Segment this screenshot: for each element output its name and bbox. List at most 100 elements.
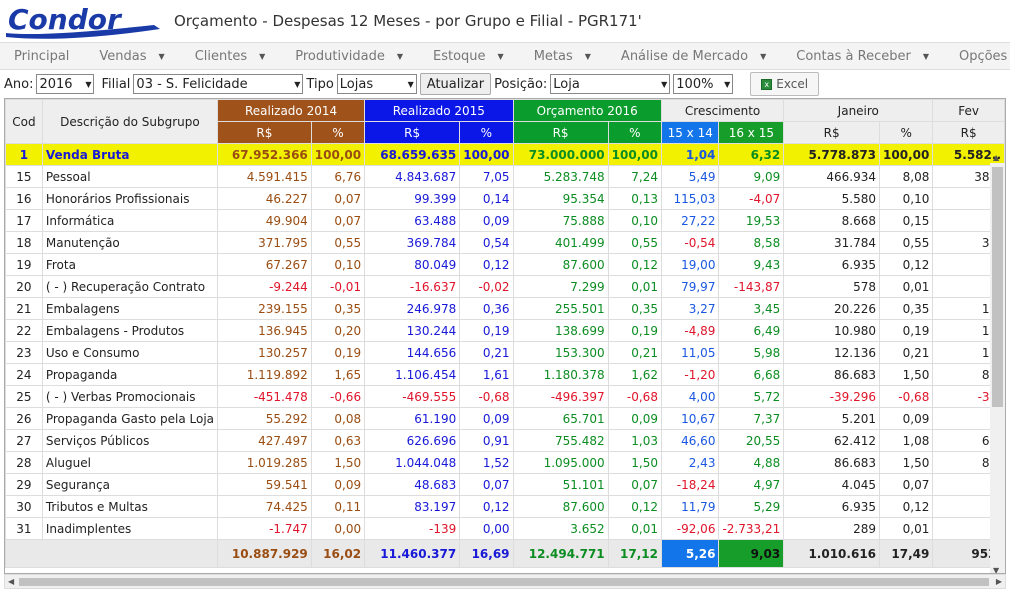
atualizar-button[interactable]: Atualizar <box>419 73 492 95</box>
col-header-pct[interactable]: % <box>607 121 662 144</box>
table-row[interactable]: 28 Aluguel 1.019.285 1,50 1.044.048 1,52 1.095… <box>5 451 1005 474</box>
col-header-rs[interactable]: R$ <box>364 121 461 144</box>
scroll-thumb[interactable] <box>992 167 1003 407</box>
cell-desc: Embalagens <box>41 297 219 320</box>
col-header-pct[interactable]: % <box>459 121 514 144</box>
zoom-select[interactable]: 100% ▼ <box>673 74 734 94</box>
cell-orc2016: 75.888 <box>512 209 609 232</box>
posicao-select[interactable]: Loja ▼ <box>550 74 671 94</box>
col-header-rs[interactable]: R$ <box>783 121 881 144</box>
col-header-orc2016[interactable]: Orçamento 2016 <box>512 99 662 122</box>
cell-orc2016: 255.501 <box>512 297 609 320</box>
nav-item-estoque[interactable]: Estoque ▼ <box>419 43 520 69</box>
table-row[interactable]: 24 Propaganda 1.119.892 1,65 1.106.454 1,61 1.… <box>5 363 1005 386</box>
scroll-thumb[interactable] <box>19 578 989 586</box>
cell-orc2016-pct: 0,09 <box>607 407 662 430</box>
col-header-real2014[interactable]: Realizado 2014 <box>216 99 366 122</box>
cell-orc2016-pct: 7,24 <box>607 165 662 188</box>
table-row[interactable]: 21 Embalagens 239.155 0,35 246.978 0,36 255.50… <box>5 297 1005 320</box>
main-nav: Principal Vendas ▼ Clientes ▼ Produtividade ▼ E… <box>0 42 1010 70</box>
cell-janeiro: 86.683 <box>783 451 881 474</box>
table-row[interactable]: 16 Honorários Profissionais 46.227 0,07 99.3… <box>5 187 1005 210</box>
cell-orc2016-pct: 0,21 <box>607 341 662 364</box>
cell-janeiro-pct: 0,10 <box>879 187 934 210</box>
total-row[interactable]: 1 Venda Bruta 67.952.366 100,00 68.659.635 10… <box>5 143 1005 166</box>
col-header-desc[interactable]: Descrição do Subgrupo <box>41 99 219 144</box>
cell-cod: 27 <box>5 429 43 452</box>
caret-down-icon: ▼ <box>497 51 504 61</box>
cell-cresc-15x14: 4,00 <box>660 385 720 408</box>
table-row[interactable]: 19 Frota 67.267 0,10 80.049 0,12 87.600 0,12 19,… <box>5 253 1005 276</box>
scroll-right-icon[interactable]: ▶ <box>995 577 1002 586</box>
table-row[interactable]: 31 Inadimplentes -1.747 0,00 -139 0,00 3.652 0,… <box>5 517 1005 540</box>
col-header-fevereiro[interactable]: Fev <box>932 99 1005 122</box>
svg-text:Condor: Condor <box>8 3 123 36</box>
nav-item-an-lise-de-mercado[interactable]: Análise de Mercado ▼ <box>607 43 782 69</box>
table-row[interactable]: 25( - ) Verbas Promocionais -451.478 -0,66… <box>5 385 1005 408</box>
col-header-rs[interactable]: R$ <box>217 121 312 144</box>
col-header-15x14[interactable]: 15 x 14 <box>660 121 720 144</box>
cell-real2015: -469.555 <box>364 385 461 408</box>
col-header-pct[interactable]: % <box>310 121 366 144</box>
table-row[interactable]: 23 Uso e Consumo 130.257 0,19 144.656 0,21 153… <box>5 341 1005 364</box>
footer-p15: 16,69 <box>459 539 514 568</box>
filial-select[interactable]: 03 - S. Felicidade ▼ <box>133 74 304 94</box>
table-row[interactable]: 30 Tributos e Multas 74.425 0,11 83.197 0,12 8… <box>5 495 1005 518</box>
col-header-16x15[interactable]: 16 x 15 <box>718 121 785 144</box>
col-header-crescimento[interactable]: Crescimento <box>660 99 785 122</box>
filter-bar: Ano: 2016 ▼ Filial 03 - S. Felicidade ▼ Ti… <box>0 70 1010 98</box>
cell-real2015: 99.399 <box>364 187 461 210</box>
col-header-cod[interactable]: Cod <box>5 99 43 144</box>
col-header-rs[interactable]: R$ <box>932 121 1005 144</box>
cell-real2014-pct: 1,65 <box>310 363 366 386</box>
ano-select[interactable]: 2016 ▼ <box>36 74 95 94</box>
cell-real2014: 46.227 <box>217 187 312 210</box>
cell-real2014-pct: 6,76 <box>310 165 366 188</box>
table-row[interactable]: 17 Informática 49.904 0,07 63.488 0,09 75.888 0… <box>5 209 1005 232</box>
nav-label: Contas à Receber <box>796 48 911 64</box>
cell-real2014-pct: 0,20 <box>310 319 366 342</box>
excel-button[interactable]: x Excel <box>750 72 820 96</box>
cell-janeiro-pct: 8,08 <box>879 165 934 188</box>
col-header-real2015[interactable]: Realizado 2015 <box>364 99 514 122</box>
nav-item-metas[interactable]: Metas ▼ <box>520 43 607 69</box>
cell-cod: 28 <box>5 451 43 474</box>
cell-real2014-pct: 0,63 <box>310 429 366 452</box>
vertical-scrollbar[interactable]: ▲ ▼ <box>990 153 1005 574</box>
nav-item-vendas[interactable]: Vendas ▼ <box>85 43 180 69</box>
horizontal-scrollbar[interactable]: ◀ ▶ <box>4 574 1006 589</box>
cell-real2015-pct: 100,00 <box>459 143 514 166</box>
cell-real2014: 59.541 <box>217 473 312 496</box>
nav-item-op-es[interactable]: Opções▼ <box>945 43 1010 69</box>
table-row[interactable]: 27 Serviços Públicos 427.497 0,63 626.696 0,9… <box>5 429 1005 452</box>
col-header-janeiro[interactable]: Janeiro <box>783 99 934 122</box>
nav-label: Estoque <box>433 48 486 64</box>
cell-real2014: 49.904 <box>217 209 312 232</box>
cell-orc2016-pct: 1,03 <box>607 429 662 452</box>
table-row[interactable]: 18 Manutenção 371.795 0,55 369.784 0,54 401.49… <box>5 231 1005 254</box>
table-row[interactable]: 29 Segurança 59.541 0,09 48.683 0,07 51.101 0,0… <box>5 473 1005 496</box>
table-row[interactable]: 26 Propaganda Gasto pela Loja 55.292 0,08 61… <box>5 407 1005 430</box>
cell-cresc-15x14: 115,03 <box>660 187 720 210</box>
col-header-pct[interactable]: % <box>879 121 934 144</box>
nav-item-produtividade[interactable]: Produtividade ▼ <box>281 43 419 69</box>
cell-real2015: 144.656 <box>364 341 461 364</box>
col-header-rs[interactable]: R$ <box>512 121 609 144</box>
scroll-left-icon[interactable]: ◀ <box>8 577 15 586</box>
nav-item-principal[interactable]: Principal <box>0 43 85 69</box>
nav-item-contas-receber[interactable]: Contas à Receber ▼ <box>782 43 945 69</box>
condor-logo[interactable]: Condor <box>4 3 164 39</box>
tipo-select[interactable]: Lojas ▼ <box>336 74 417 94</box>
cell-real2014: 239.155 <box>217 297 312 320</box>
table-row[interactable]: 20( - ) Recuperação Contrato -9.244 -0,01-… <box>5 275 1005 298</box>
table-row[interactable]: 22 Embalagens - Produtos 136.945 0,20 130.24… <box>5 319 1005 342</box>
cell-cresc-15x14: -4,89 <box>660 319 720 342</box>
cell-janeiro: 289 <box>783 517 881 540</box>
cell-real2015: 4.843.687 <box>364 165 461 188</box>
cell-real2015-pct: 0,07 <box>459 473 514 496</box>
nav-item-clientes[interactable]: Clientes ▼ <box>181 43 282 69</box>
cell-cresc-15x14: 19,00 <box>660 253 720 276</box>
scroll-down-icon[interactable]: ▼ <box>993 566 1000 574</box>
table-row[interactable]: 15 Pessoal 4.591.415 6,76 4.843.687 7,05 5.283… <box>5 165 1005 188</box>
scroll-up-icon[interactable]: ▲ <box>993 153 1000 162</box>
